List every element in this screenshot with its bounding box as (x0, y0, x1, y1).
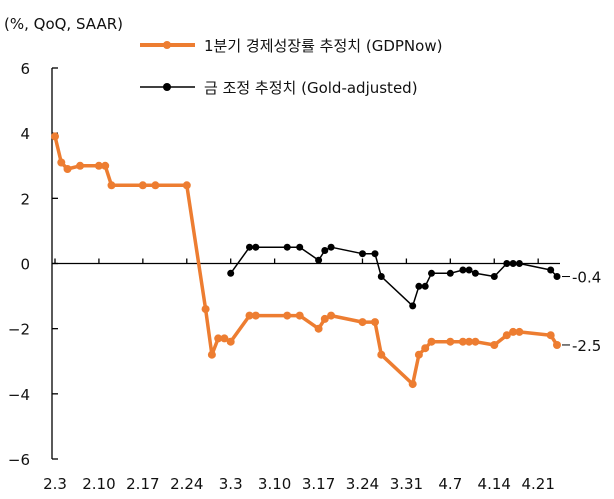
legend: 1분기 경제성장률 추정치 (GDPNow) 금 조정 추정치 (Gold-ad… (140, 37, 442, 97)
end-label-gdpnow: -2.5 (572, 337, 601, 355)
x-tick-label: 2.17 (126, 475, 159, 493)
series-line-gold-adjusted (230, 246, 558, 307)
data-point-gdpnow (490, 341, 499, 349)
x-axis: 2.3 2.10 2.17 2.24 3.3 3.10 3.17 3.24 3.31 4.7 4.1… (43, 258, 560, 493)
data-point-gdpnow (220, 334, 229, 343)
x-tick-label: 2.3 (43, 475, 67, 493)
data-point-gdpnow (320, 314, 329, 323)
data-point-gdpnow (283, 311, 292, 320)
data-point-gdpnow (63, 165, 72, 173)
data-point-gdpnow (446, 337, 455, 346)
data-point-gold-adjusted (471, 269, 479, 277)
data-point-gdpnow (182, 181, 191, 190)
data-point-gdpnow (57, 158, 66, 167)
data-point-gdpnow (515, 327, 524, 336)
data-point-gold-adjusted (490, 273, 498, 280)
data-point-gdpnow (251, 311, 260, 320)
x-tick-label: 4.7 (438, 475, 462, 493)
y-tick-label: 6 (20, 60, 30, 78)
data-point-gdpnow (295, 311, 304, 320)
data-point-gold-adjusted (359, 250, 366, 258)
data-point-gdpnow (201, 305, 210, 314)
data-point-gold-adjusted (227, 269, 235, 277)
y-tick-label: −2 (8, 321, 30, 339)
x-tick-label: 3.17 (302, 475, 335, 493)
y-tick-label: 2 (20, 190, 30, 208)
data-point-gdpnow (207, 350, 216, 359)
x-tick-label: 3.31 (390, 475, 423, 493)
y-tick-label: −4 (8, 386, 30, 404)
x-tick-label: 2.10 (82, 475, 115, 493)
series-layer: -2.5 -0.4 (51, 132, 601, 389)
data-point-gold-adjusted (371, 250, 379, 258)
data-point-gdpnow (245, 311, 254, 320)
legend-label-gdpnow: 1분기 경제성장률 추정치 (GDPNow) (204, 37, 442, 55)
legend-marker-gdpnow (163, 41, 171, 49)
data-point-gdpnow (101, 161, 110, 170)
data-point-gdpnow (214, 334, 223, 343)
x-tick-label: 3.10 (258, 475, 291, 493)
data-point-gdpnow (553, 341, 561, 349)
series-line-gdpnow (53, 135, 559, 386)
data-point-gdpnow (371, 318, 379, 327)
unit-label: (%, QoQ, SAAR) (4, 15, 123, 33)
data-point-gold-adjusted (465, 266, 473, 274)
data-point-gdpnow (314, 324, 323, 333)
data-point-gdpnow (427, 337, 436, 346)
data-point-gold-adjusted (446, 269, 454, 277)
data-point-gdpnow (546, 331, 555, 340)
data-point-gdpnow (377, 350, 386, 359)
data-point-gdpnow (94, 161, 103, 170)
data-point-gold-adjusted (327, 243, 335, 251)
data-point-gold-adjusted (283, 243, 291, 251)
data-point-gdpnow (76, 161, 85, 170)
x-tick-label: 4.21 (521, 475, 554, 493)
x-tick-label: 2.24 (170, 475, 203, 493)
data-point-gold-adjusted (377, 273, 385, 280)
x-tick-label: 3.3 (219, 475, 243, 493)
data-point-gold-adjusted (547, 266, 555, 274)
data-point-gold-adjusted (409, 302, 417, 310)
data-point-gdpnow (421, 344, 430, 353)
data-point-gold-adjusted (428, 269, 435, 277)
data-point-gold-adjusted (515, 260, 523, 267)
data-point-gdpnow (408, 380, 417, 389)
y-tick-label: 0 (20, 256, 30, 274)
data-point-gdpnow (151, 181, 160, 190)
x-tick-label: 4.14 (478, 475, 511, 493)
x-tick-label: 3.24 (346, 475, 379, 493)
y-tick-label: −6 (8, 451, 30, 469)
legend-label-gold-adjusted: 금 조정 추정치 (Gold-adjusted) (204, 79, 418, 97)
data-point-gdpnow (458, 337, 467, 346)
data-point-gdpnow (414, 350, 423, 359)
data-point-gdpnow (51, 132, 59, 141)
data-point-gdpnow (358, 318, 367, 327)
y-tick-label: 4 (20, 125, 30, 143)
data-point-gold-adjusted (246, 243, 253, 251)
data-point-gold-adjusted (459, 266, 467, 274)
data-point-gold-adjusted (315, 256, 323, 264)
data-point-gdpnow (502, 331, 511, 340)
data-point-gold-adjusted (503, 260, 511, 267)
data-point-gold-adjusted (296, 243, 304, 251)
data-point-gdpnow (226, 337, 235, 346)
data-point-gold-adjusted (321, 247, 329, 254)
data-point-gdpnow (138, 181, 147, 190)
data-point-gdpnow (465, 337, 474, 346)
y-axis: 6 4 2 0 −2 −4 −6 (8, 60, 58, 469)
data-point-gold-adjusted (553, 273, 561, 280)
data-point-gold-adjusted (415, 282, 423, 290)
legend-marker-gold-adjusted (163, 83, 171, 91)
data-point-gold-adjusted (421, 282, 429, 290)
data-point-gdpnow (327, 311, 336, 320)
data-point-gold-adjusted (509, 260, 517, 267)
data-point-gdpnow (107, 181, 116, 190)
legend-item-gdpnow: 1분기 경제성장률 추정치 (GDPNow) (140, 37, 442, 55)
end-label-gold-adjusted: -0.4 (572, 269, 601, 287)
data-point-gdpnow (509, 327, 518, 336)
data-point-gdpnow (471, 337, 480, 346)
data-point-gold-adjusted (252, 243, 260, 251)
legend-item-gold-adjusted: 금 조정 추정치 (Gold-adjusted) (140, 79, 418, 97)
